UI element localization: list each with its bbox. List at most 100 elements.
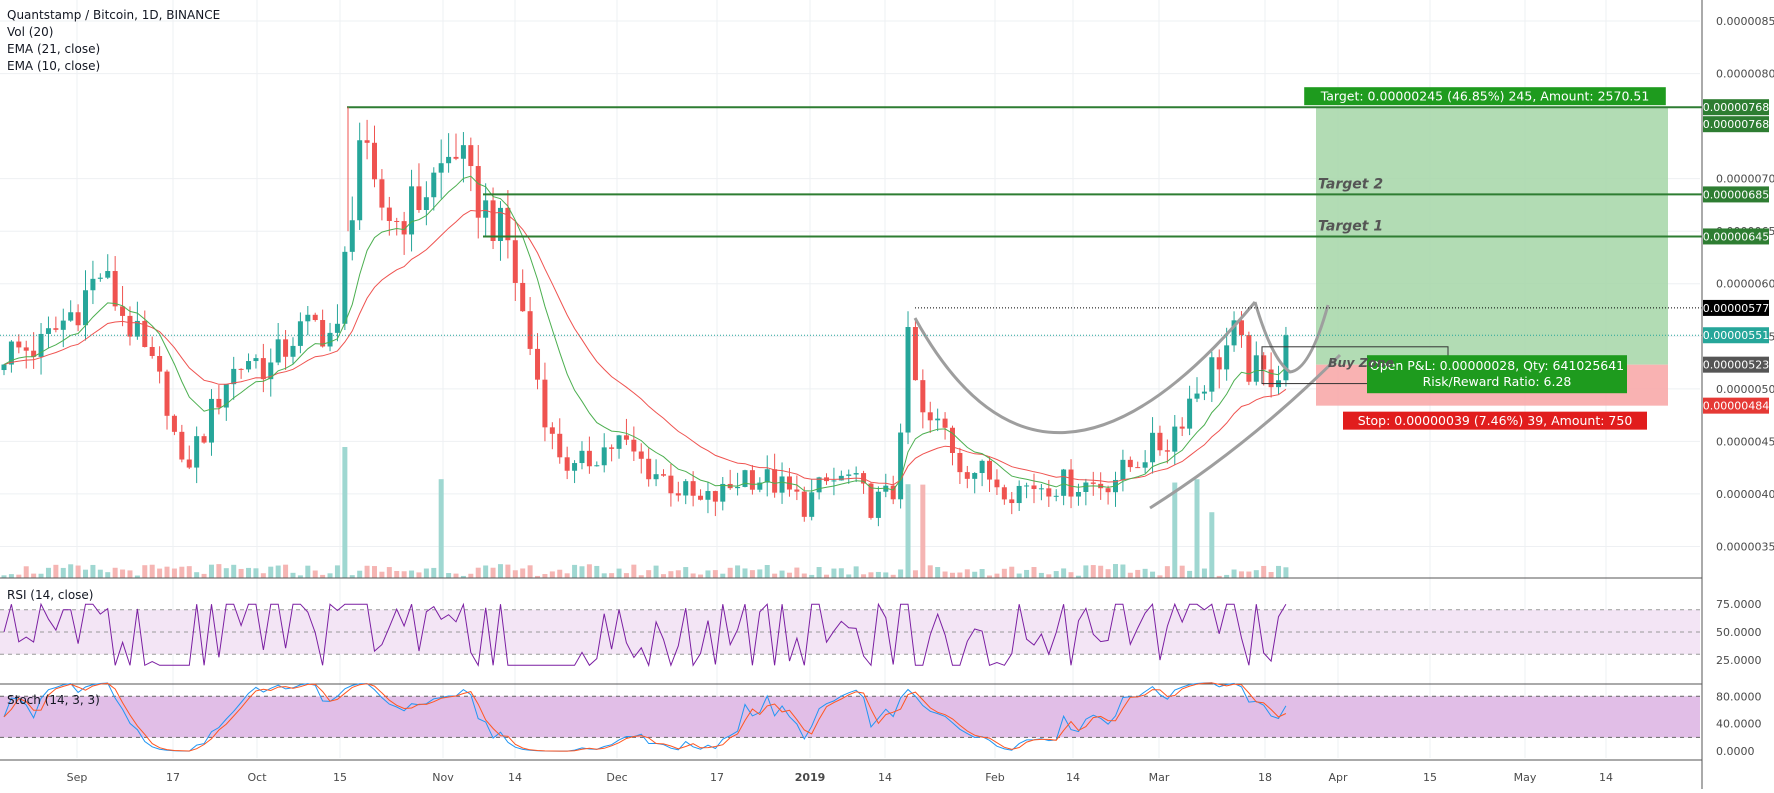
candle-body — [490, 200, 496, 242]
volume-bar — [720, 573, 726, 578]
candle-body — [1009, 499, 1015, 504]
volume-bar — [171, 568, 177, 578]
candle-body — [386, 207, 392, 221]
volume-bar — [1172, 482, 1178, 578]
volume-bar — [838, 568, 844, 578]
volume-bar — [275, 565, 281, 578]
candle-body — [283, 339, 289, 357]
candle-body — [8, 341, 14, 365]
candle-body — [646, 458, 652, 480]
volume-bar — [586, 564, 592, 578]
volume-bar — [1187, 570, 1193, 578]
candle-body — [253, 358, 259, 362]
volume-bar — [935, 567, 941, 578]
volume-bar — [253, 568, 259, 578]
volume-bar — [1098, 565, 1104, 578]
time-tick-label: Nov — [432, 771, 454, 784]
volume-bar — [1120, 564, 1126, 578]
risk-reward-label: Risk/Reward Ratio: 6.28 — [1423, 374, 1572, 389]
volume-bar — [349, 575, 355, 578]
candle-body — [623, 435, 629, 440]
volume-bar — [1231, 569, 1237, 578]
volume-bar — [1238, 571, 1244, 578]
candle-body — [238, 368, 244, 370]
volume-bar — [157, 568, 163, 578]
volume-bar — [579, 566, 585, 578]
volume-bars — [1, 447, 1289, 578]
volume-bar — [1083, 565, 1089, 578]
volume-bar — [246, 567, 252, 578]
time-tick-label: 2019 — [795, 771, 826, 784]
stop-amount-label: Stop: 0.00000039 (7.46%) 39, Amount: 750 — [1358, 413, 1633, 428]
price-badge: 0.00000551 — [1703, 329, 1769, 342]
buy-zone-label: Buy Zone — [1328, 355, 1394, 370]
volume-bar — [342, 447, 348, 578]
volume-bar — [757, 569, 763, 578]
candle-body — [853, 473, 859, 475]
candle-body — [586, 450, 592, 467]
volume-bar — [164, 566, 170, 578]
candle-body — [223, 384, 229, 408]
time-tick-label: Feb — [985, 771, 1004, 784]
ema21-indicator-label[interactable]: EMA (21, close) — [7, 42, 101, 56]
candle-body — [527, 311, 533, 349]
volume-indicator-label[interactable]: Vol (20) — [7, 25, 54, 39]
candle-body — [201, 436, 207, 443]
volume-bar — [83, 569, 89, 578]
volume-bar — [231, 564, 237, 578]
time-tick-label: Apr — [1328, 771, 1348, 784]
candle-body — [416, 186, 422, 210]
volume-bar — [1224, 574, 1230, 578]
candle-body — [290, 345, 296, 357]
candle-body — [1068, 469, 1074, 497]
candle-body — [1090, 482, 1096, 484]
candle-body — [831, 480, 837, 482]
time-tick-label: 15 — [333, 771, 347, 784]
candle-body — [372, 142, 377, 180]
volume-bar — [868, 572, 874, 578]
candle-body — [134, 320, 140, 337]
ema10-indicator-label[interactable]: EMA (10, close) — [7, 59, 101, 73]
candle-body — [1157, 432, 1163, 451]
candle-body — [505, 207, 511, 241]
rsi-pane-label[interactable]: RSI (14, close) — [7, 588, 94, 602]
volume-bar — [90, 564, 96, 578]
target-level-label: Target 2 — [1318, 176, 1383, 192]
stoch-pane-label[interactable]: Stoch (14, 3, 3) — [7, 693, 100, 707]
volume-bar — [698, 574, 704, 578]
volume-bar — [779, 570, 785, 578]
volume-bar — [535, 575, 541, 578]
volume-bar — [1009, 566, 1015, 578]
stoch-d-line — [3, 682, 1287, 752]
volume-bar — [364, 565, 370, 578]
candle-body — [468, 145, 474, 167]
volume-bar — [60, 567, 66, 578]
volume-bar — [149, 564, 155, 578]
stoch-band — [0, 696, 1700, 738]
candle-body — [23, 347, 29, 351]
volume-bar — [853, 566, 859, 578]
volume-bar — [31, 573, 37, 578]
volume-bar — [964, 569, 970, 578]
candle-body — [297, 321, 303, 346]
rsi-tick-label: 50.0000 — [1716, 626, 1762, 639]
volume-bar — [497, 564, 503, 578]
candle-body — [1135, 467, 1141, 469]
volume-bar — [45, 567, 51, 578]
candle-body — [31, 350, 37, 357]
volume-bar — [179, 566, 185, 578]
candle-body — [68, 312, 74, 321]
volume-bar — [1194, 479, 1200, 578]
volume-bar — [1113, 564, 1118, 578]
candle-body — [1061, 469, 1067, 496]
volume-bar — [1061, 568, 1067, 578]
candle-body — [1046, 488, 1052, 497]
stoch-k-line — [3, 682, 1287, 752]
